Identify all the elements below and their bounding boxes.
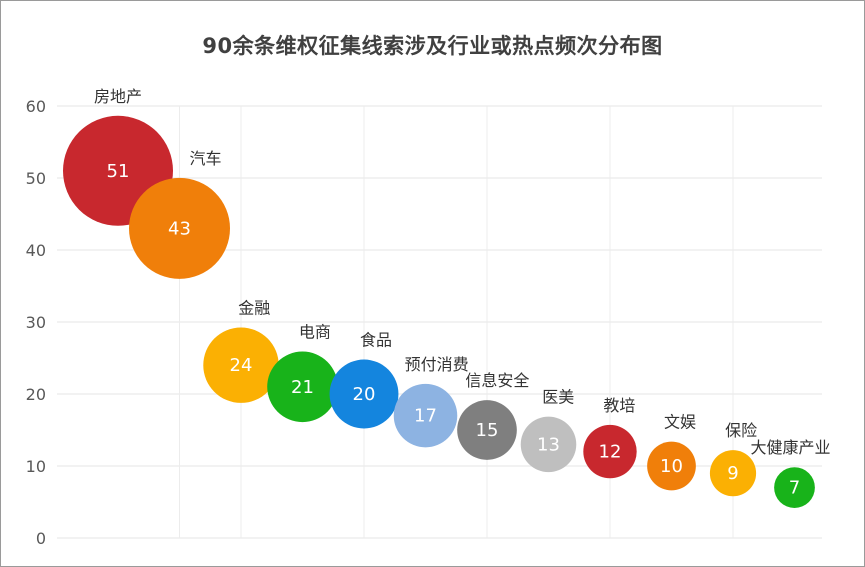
category-label: 保险: [725, 421, 757, 440]
data-label: 17: [414, 406, 437, 427]
data-label: 24: [230, 355, 253, 376]
y-tick-label: 0: [36, 529, 46, 548]
bubble: [329, 359, 399, 429]
chart-title: 90余条维权征集线索涉及行业或热点频次分布图: [202, 34, 663, 58]
y-tick-label: 30: [26, 313, 46, 332]
data-label: 20: [353, 384, 376, 405]
category-label: 汽车: [189, 149, 221, 168]
y-tick-label: 50: [26, 169, 46, 188]
bubble: [203, 327, 279, 403]
y-tick-label: 10: [26, 457, 46, 476]
data-label: 15: [476, 420, 499, 441]
category-label: 大健康产业: [750, 438, 830, 457]
data-label: 9: [727, 463, 738, 484]
data-label: 10: [660, 456, 683, 477]
category-label: 文娱: [664, 413, 696, 432]
data-label: 51: [107, 161, 130, 182]
data-label: 12: [599, 442, 622, 463]
bubble: [128, 177, 231, 279]
category-label: 金融: [238, 298, 270, 317]
bubble: [774, 467, 815, 508]
category-label: 预付消费: [405, 355, 469, 374]
data-label: 43: [168, 218, 191, 239]
y-tick-label: 20: [26, 385, 46, 404]
y-tick-label: 60: [26, 97, 46, 116]
bubble: [457, 400, 517, 460]
bubbles: 51 43 24 21 20 17 15 13 12 10 9 7: [63, 115, 815, 508]
category-label: 信息安全: [465, 371, 529, 390]
bubble: [267, 351, 338, 423]
category-label: 食品: [360, 331, 392, 350]
data-label: 21: [291, 377, 314, 398]
y-axis: 0 10 20 30 40 50 60: [26, 97, 46, 548]
y-tick-label: 40: [26, 241, 46, 260]
category-label: 医美: [542, 388, 574, 407]
category-label: 教培: [603, 396, 635, 415]
category-label: 电商: [299, 323, 331, 342]
bubble: [393, 383, 458, 448]
data-label: 7: [789, 478, 800, 499]
bubble: [709, 450, 757, 497]
data-label: 13: [537, 434, 560, 455]
bubble: [583, 424, 637, 479]
category-label: 房地产: [94, 87, 142, 106]
bubble: [647, 441, 696, 491]
bubble: [520, 416, 577, 473]
